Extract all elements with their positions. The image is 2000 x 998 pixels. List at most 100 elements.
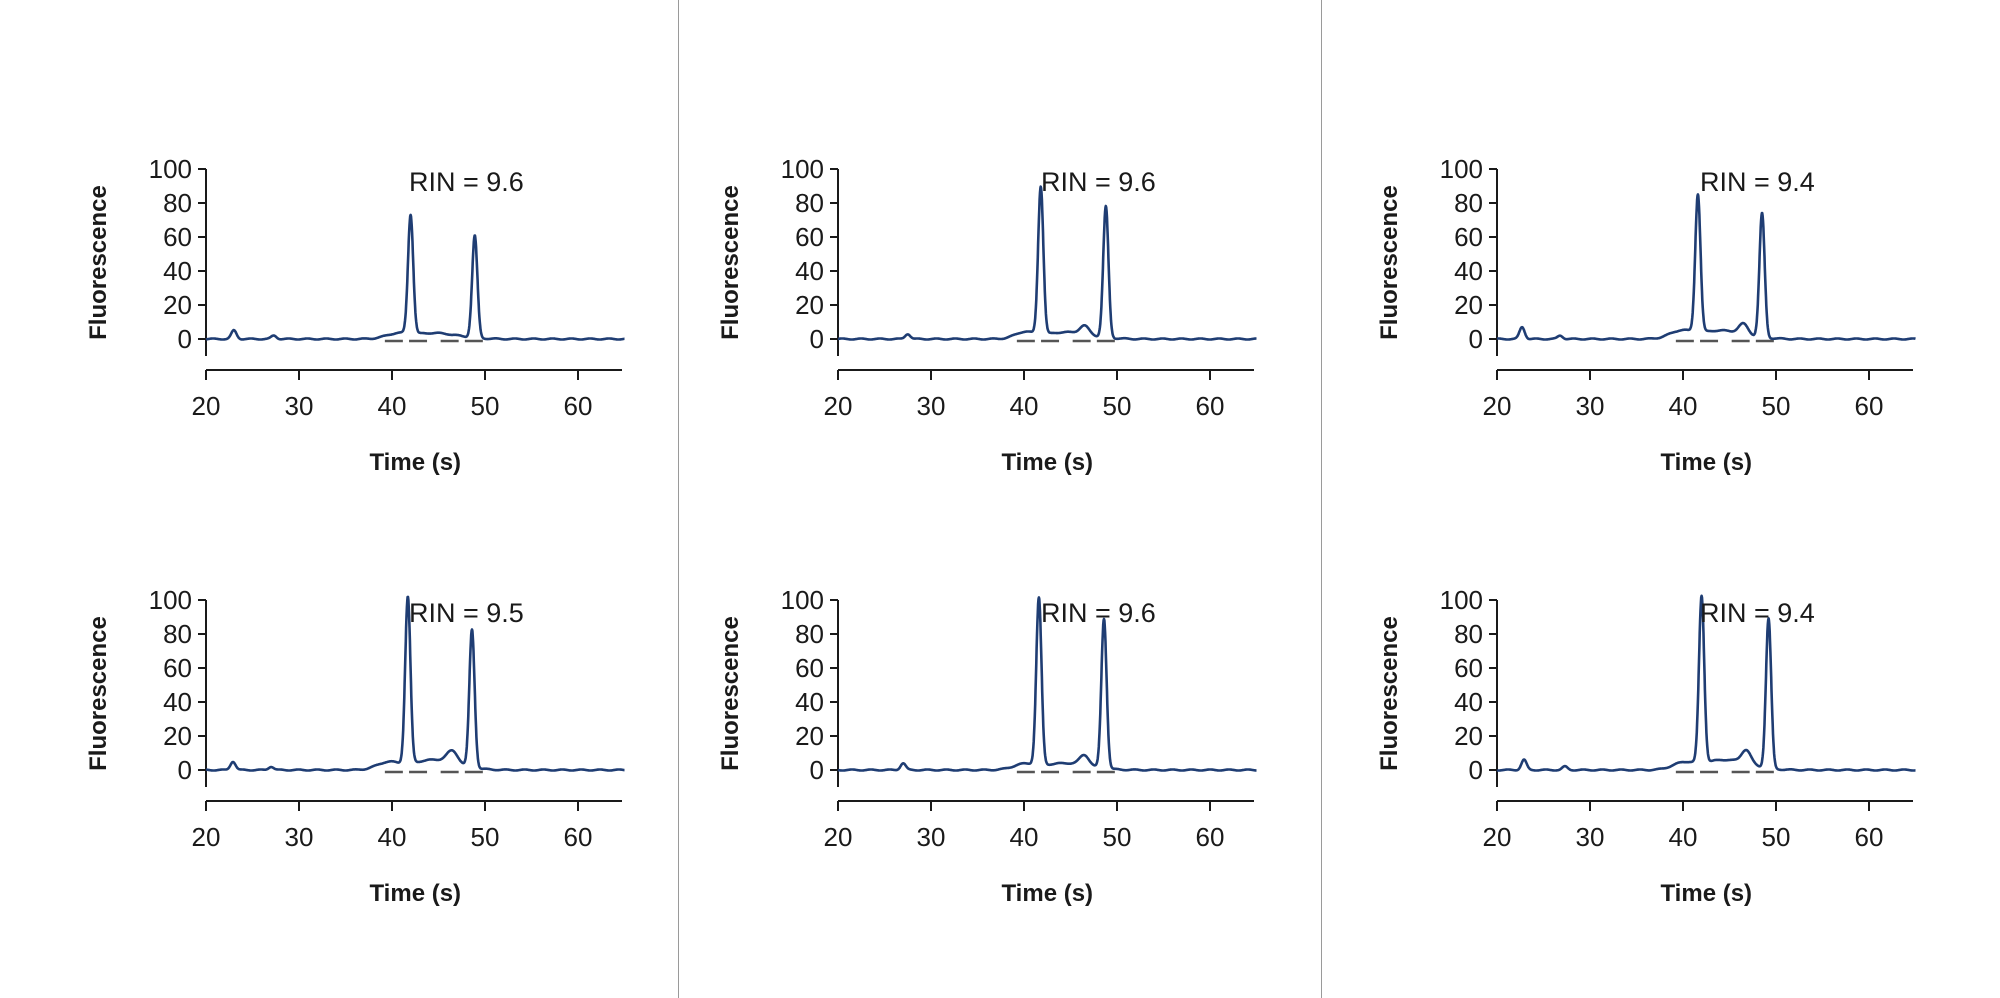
- y-axis-title: Fluorescence: [717, 185, 744, 340]
- rin-annotation: RIN = 9.6: [1041, 167, 1156, 197]
- x-tick-label: 40: [1010, 391, 1039, 421]
- y-tick-label: 40: [795, 687, 824, 717]
- y-tick-label: 20: [163, 721, 192, 751]
- y-tick-label: 0: [178, 755, 192, 785]
- x-tick-label: 20: [192, 822, 221, 852]
- y-axis-title: Fluorescence: [1376, 616, 1403, 771]
- x-tick-label: 60: [1196, 822, 1225, 852]
- rin-annotation: RIN = 9.5: [409, 598, 524, 628]
- x-axis-title: Time (s): [1660, 449, 1752, 476]
- y-tick-label: 60: [795, 222, 824, 252]
- y-tick-label: 0: [810, 755, 824, 785]
- y-tick-label: 0: [810, 324, 824, 354]
- x-tick-label: 60: [1855, 822, 1884, 852]
- y-tick-label: 40: [1454, 687, 1483, 717]
- x-tick-label: 30: [917, 391, 946, 421]
- x-tick-label: 40: [1010, 822, 1039, 852]
- y-tick-label: 20: [1454, 721, 1483, 751]
- y-tick-label: 0: [1469, 324, 1483, 354]
- chart-panel-5: 0 20 40 60 80 100 20 30 40 50 60 Time (s) Fluorescen…: [717, 585, 1258, 907]
- x-tick-label: 30: [285, 822, 314, 852]
- y-axis-title: Fluorescence: [717, 616, 744, 771]
- y-axis-title: Fluorescence: [85, 185, 112, 340]
- x-tick-label: 20: [1483, 822, 1512, 852]
- x-tick-label: 50: [1103, 822, 1132, 852]
- y-tick-label: 100: [1440, 154, 1483, 184]
- electropherogram-trace: [205, 595, 626, 772]
- y-tick-label: 0: [1469, 755, 1483, 785]
- y-tick-label: 60: [1454, 653, 1483, 683]
- x-axis-title: Time (s): [369, 880, 461, 907]
- y-axis-title: Fluorescence: [1376, 185, 1403, 340]
- x-tick-label: 20: [192, 391, 221, 421]
- y-tick-label: 60: [163, 222, 192, 252]
- x-tick-label: 60: [1196, 391, 1225, 421]
- electropherogram-trace: [837, 185, 1258, 341]
- x-tick-label: 30: [285, 391, 314, 421]
- panel-divider-left: [678, 0, 679, 998]
- y-tick-label: 20: [795, 721, 824, 751]
- y-tick-label: 60: [1454, 222, 1483, 252]
- y-tick-label: 60: [795, 653, 824, 683]
- y-tick-label: 80: [795, 619, 824, 649]
- rin-annotation: RIN = 9.6: [409, 167, 524, 197]
- y-tick-label: 40: [1454, 256, 1483, 286]
- x-tick-label: 40: [378, 391, 407, 421]
- y-tick-label: 100: [149, 585, 192, 615]
- y-tick-label: 80: [1454, 188, 1483, 218]
- y-tick-label: 40: [163, 687, 192, 717]
- panel-divider-right: [1321, 0, 1322, 998]
- chart-panel-6: 0 20 40 60 80 100 20 30 40 50 60 Time (s) Fluorescen…: [1376, 585, 1917, 907]
- y-tick-label: 40: [163, 256, 192, 286]
- x-axis-title: Time (s): [1001, 449, 1093, 476]
- y-tick-label: 60: [163, 653, 192, 683]
- x-tick-label: 50: [1762, 822, 1791, 852]
- y-tick-label: 80: [163, 188, 192, 218]
- y-tick-label: 100: [1440, 585, 1483, 615]
- x-tick-label: 60: [564, 822, 593, 852]
- x-tick-label: 20: [1483, 391, 1512, 421]
- x-axis-title: Time (s): [1001, 880, 1093, 907]
- electropherogram-trace: [1496, 193, 1917, 341]
- x-tick-label: 30: [917, 822, 946, 852]
- y-axis-title: Fluorescence: [85, 616, 112, 771]
- x-tick-label: 30: [1576, 391, 1605, 421]
- electropherogram-trace: [837, 596, 1258, 772]
- y-tick-label: 0: [178, 324, 192, 354]
- y-tick-label: 100: [781, 154, 824, 184]
- y-tick-label: 20: [795, 290, 824, 320]
- y-tick-label: 80: [1454, 619, 1483, 649]
- y-tick-label: 40: [795, 256, 824, 286]
- y-tick-label: 20: [1454, 290, 1483, 320]
- x-tick-label: 50: [1762, 391, 1791, 421]
- chart-panel-2: 0 20 40 60 80 100 20 30 40 50 60 Time (s) Fluorescen…: [717, 154, 1258, 476]
- x-tick-label: 20: [824, 391, 853, 421]
- y-tick-label: 100: [781, 585, 824, 615]
- x-tick-label: 60: [564, 391, 593, 421]
- chart-panel-4: 0 20 40 60 80 100 20 30 40 50 60 Time (s) Fluorescen…: [85, 585, 626, 907]
- electropherogram-trace: [205, 213, 626, 341]
- x-tick-label: 40: [1669, 822, 1698, 852]
- x-axis-title: Time (s): [369, 449, 461, 476]
- rin-annotation: RIN = 9.6: [1041, 598, 1156, 628]
- x-tick-label: 30: [1576, 822, 1605, 852]
- chart-panel-1: 0 20 40 60 80 100 20 30 40 50 60 Time (s) Fluorescen…: [85, 154, 626, 476]
- x-tick-label: 60: [1855, 391, 1884, 421]
- y-tick-label: 20: [163, 290, 192, 320]
- x-tick-label: 40: [1669, 391, 1698, 421]
- x-tick-label: 50: [471, 822, 500, 852]
- x-tick-label: 50: [1103, 391, 1132, 421]
- x-tick-label: 50: [471, 391, 500, 421]
- x-tick-label: 20: [824, 822, 853, 852]
- x-axis-title: Time (s): [1660, 880, 1752, 907]
- y-tick-label: 80: [163, 619, 192, 649]
- rin-annotation: RIN = 9.4: [1700, 598, 1815, 628]
- chart-panel-3: 0 20 40 60 80 100 20 30 40 50 60 Time (s) Fluorescen…: [1376, 154, 1917, 476]
- electropherogram-trace: [1496, 594, 1917, 772]
- x-tick-label: 40: [378, 822, 407, 852]
- y-tick-label: 80: [795, 188, 824, 218]
- rin-annotation: RIN = 9.4: [1700, 167, 1815, 197]
- y-tick-label: 100: [149, 154, 192, 184]
